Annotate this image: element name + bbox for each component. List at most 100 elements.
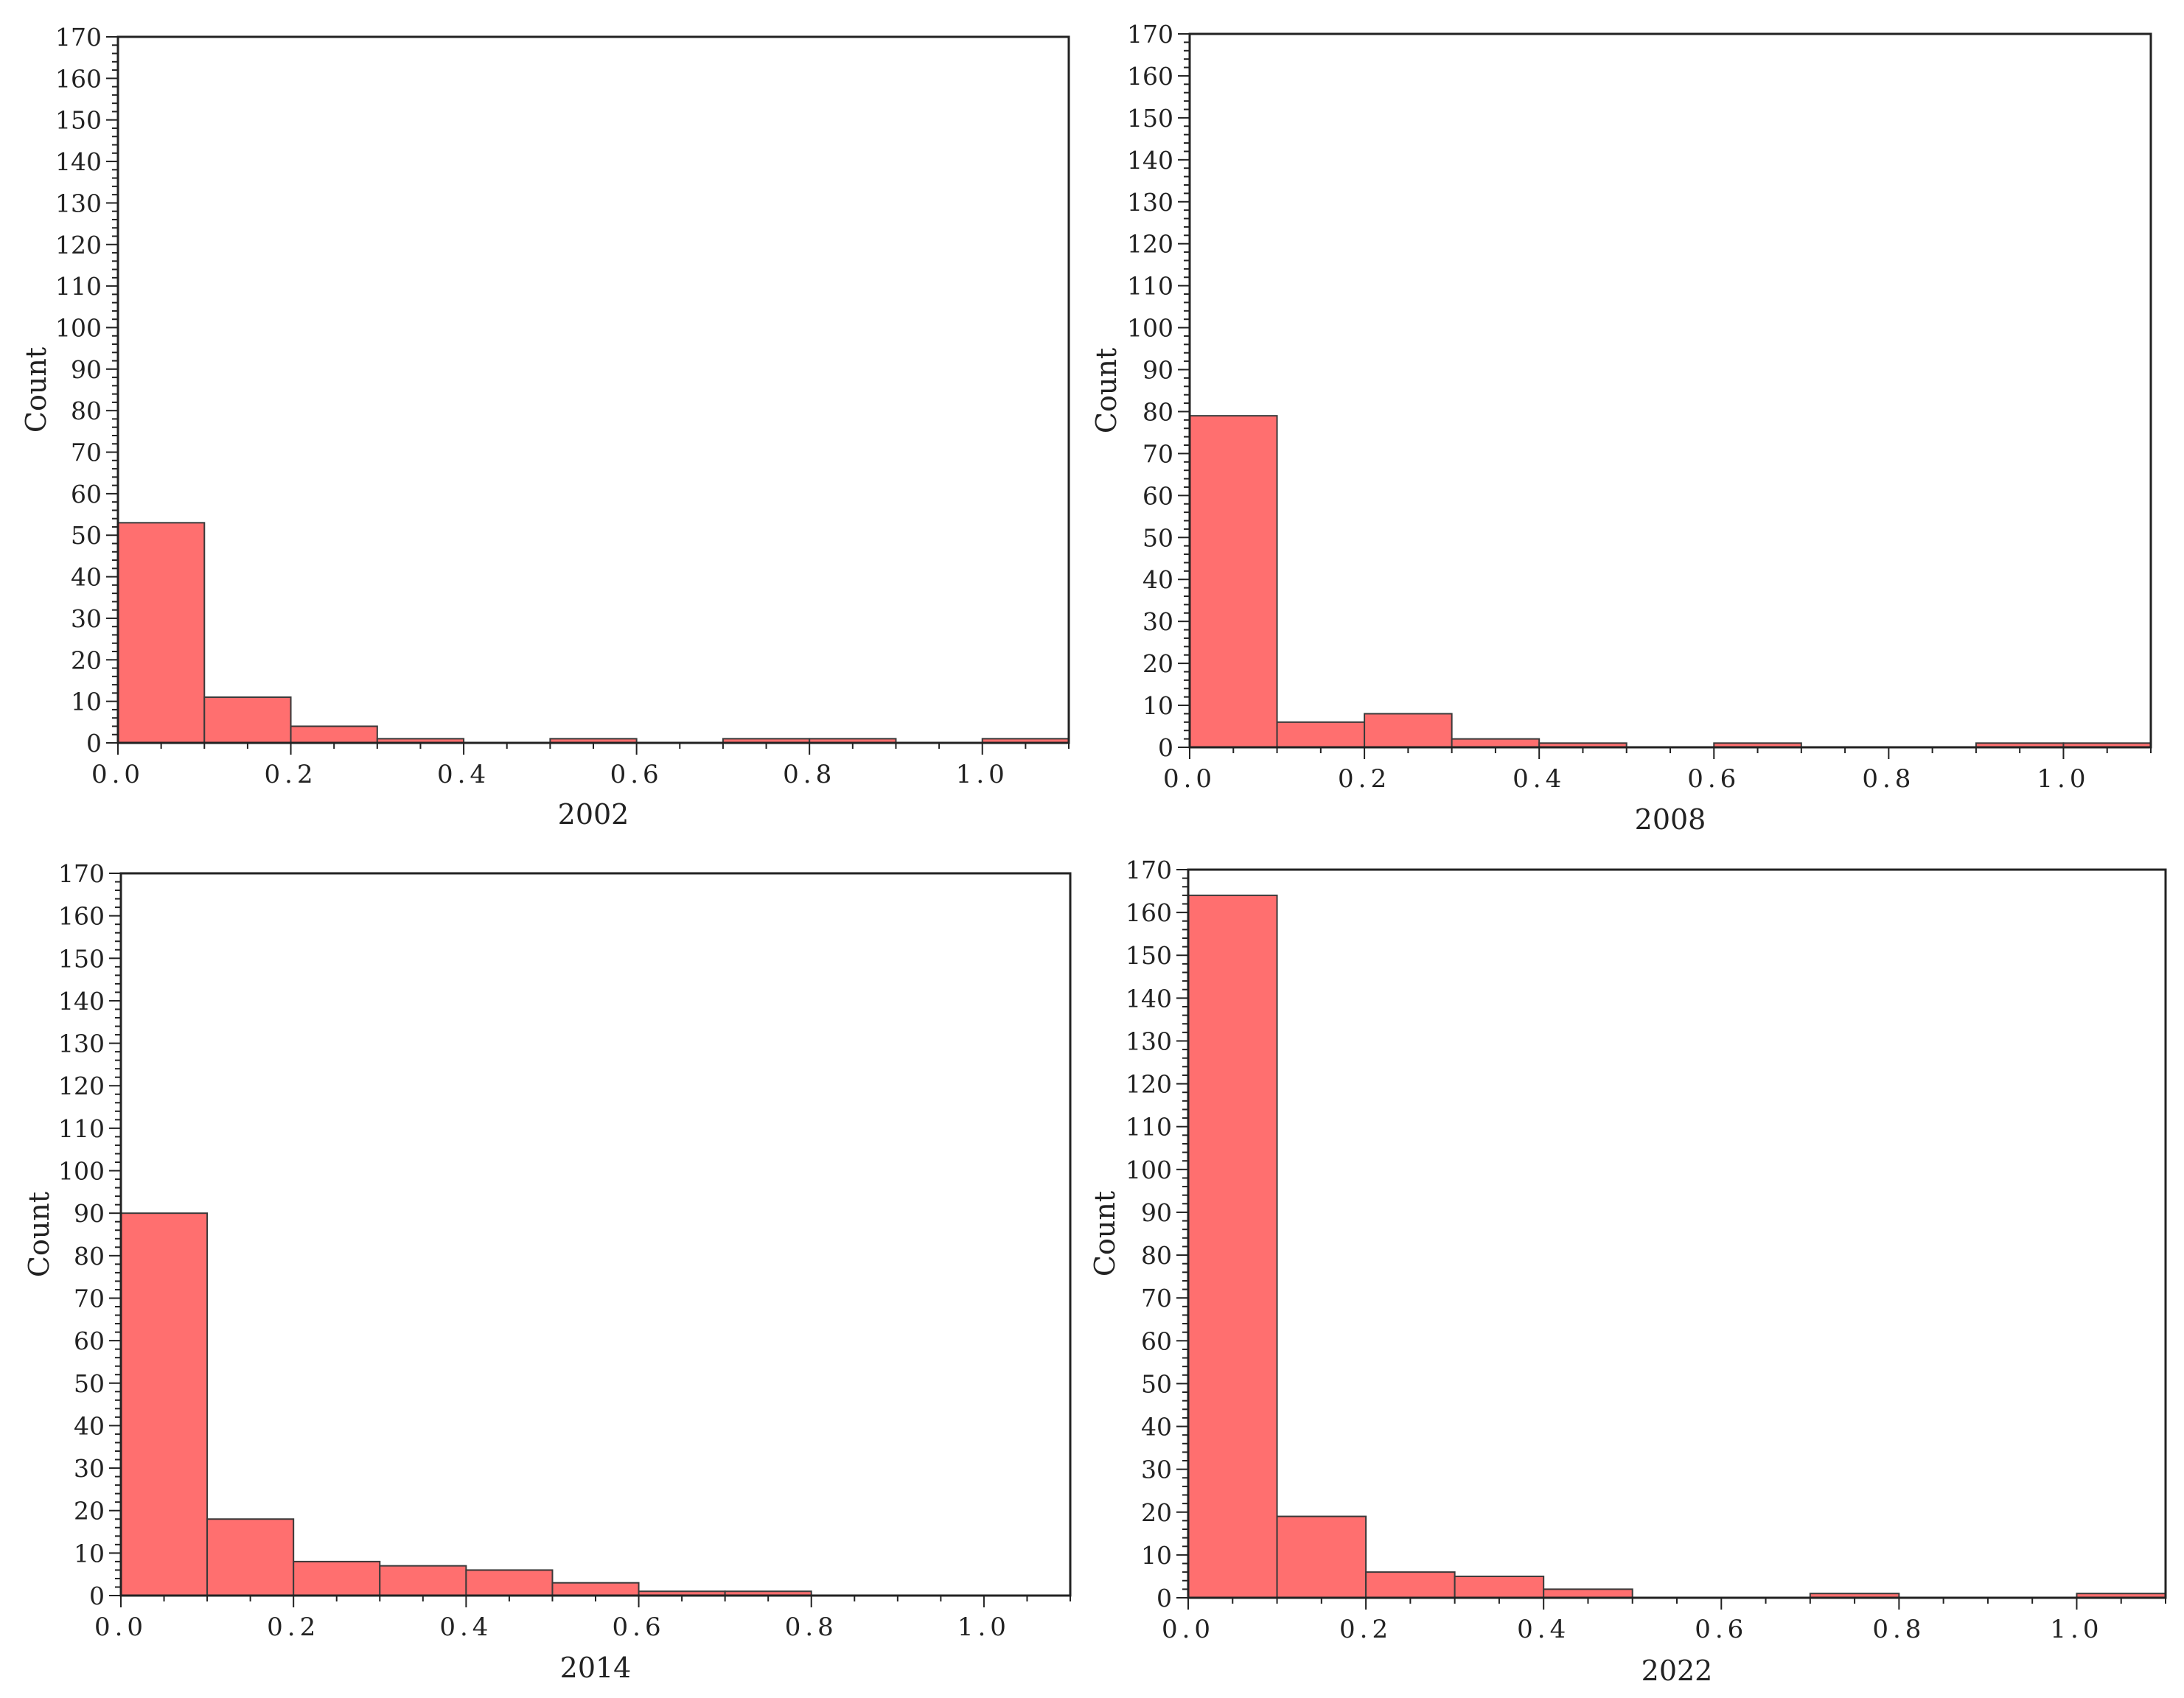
- y-tick-label: 80: [1142, 397, 1173, 426]
- histogram-bar: [379, 1565, 467, 1596]
- x-tick-label: 0.6: [610, 760, 663, 789]
- y-tick-label: 170: [1127, 20, 1173, 49]
- y-tick-label: 60: [1142, 481, 1173, 510]
- y-tick-label: 50: [71, 521, 102, 550]
- x-tick-label: 0.8: [1872, 1615, 1925, 1644]
- y-tick-label: 130: [55, 189, 102, 217]
- y-tick-label: 160: [1126, 898, 1172, 927]
- x-tick-label: 0.8: [785, 1613, 838, 1642]
- y-tick-label: 130: [58, 1030, 105, 1058]
- y-tick-label: 100: [58, 1157, 105, 1186]
- plot-frame: [1187, 868, 2167, 1599]
- y-tick-label: 170: [55, 23, 102, 52]
- histogram-bar: [117, 522, 206, 744]
- y-tick-label: 80: [74, 1242, 105, 1271]
- y-tick-label: 20: [1141, 1498, 1172, 1527]
- y-tick-label: 0: [1158, 733, 1173, 762]
- y-tick-label: 160: [55, 64, 102, 93]
- histogram-bar: [1189, 415, 1278, 749]
- y-tick-label: 120: [1127, 230, 1173, 259]
- y-tick-label: 60: [71, 480, 102, 509]
- x-tick-label: 1.0: [956, 760, 1009, 789]
- y-tick-label: 20: [71, 646, 102, 674]
- histogram-bar: [1451, 738, 1541, 748]
- y-tick-label: 120: [58, 1072, 105, 1100]
- x-tick-label: 0.2: [265, 760, 318, 789]
- x-tick-label: 0.4: [1513, 764, 1566, 794]
- y-tick-label: 140: [1127, 146, 1173, 175]
- histogram-bar: [1276, 721, 1366, 748]
- x-tick-label: 0.8: [1862, 764, 1915, 794]
- x-tick-label: 0.0: [1162, 1615, 1215, 1644]
- y-tick-label: 80: [1141, 1241, 1172, 1270]
- y-tick-label: 20: [74, 1497, 105, 1526]
- y-tick-label: 50: [1142, 523, 1173, 552]
- histogram-bar: [1543, 1588, 1633, 1599]
- x-tick-label: 0.2: [1339, 1615, 1392, 1644]
- y-tick-label: 30: [71, 604, 102, 633]
- x-axis-label: 2022: [1642, 1655, 1713, 1687]
- x-tick-label: 0.4: [439, 1613, 492, 1642]
- y-tick-label: 160: [58, 902, 105, 931]
- x-tick-label: 0.6: [1695, 1615, 1748, 1644]
- y-tick-label: 150: [1127, 104, 1173, 133]
- histogram-bar: [1364, 713, 1453, 749]
- y-tick-label: 110: [58, 1114, 105, 1143]
- y-tick-label: 110: [1126, 1113, 1172, 1142]
- y-tick-label: 30: [74, 1454, 105, 1483]
- histogram-bar: [293, 1560, 381, 1596]
- y-tick-label: 100: [1127, 314, 1173, 343]
- x-tick-label: 0.0: [1163, 764, 1216, 794]
- y-axis-label: Count: [20, 347, 52, 433]
- y-tick-label: 80: [71, 396, 102, 425]
- plot-frame: [116, 35, 1070, 744]
- x-tick-label: 0.0: [94, 1613, 147, 1642]
- histogram-bar: [1454, 1575, 1545, 1599]
- y-tick-label: 20: [1142, 649, 1173, 678]
- y-tick-label: 50: [74, 1369, 105, 1398]
- y-tick-label: 50: [1141, 1369, 1172, 1398]
- y-tick-label: 40: [74, 1411, 105, 1440]
- y-tick-label: 90: [71, 355, 102, 384]
- y-tick-label: 130: [1126, 1027, 1172, 1055]
- x-tick-label: 0.6: [613, 1613, 666, 1642]
- y-tick-label: 170: [1126, 856, 1172, 884]
- histogram-bar: [203, 696, 292, 744]
- x-axis-label: 2014: [560, 1652, 632, 1684]
- y-tick-label: 30: [1141, 1456, 1172, 1484]
- y-tick-label: 10: [71, 688, 102, 716]
- histogram-bar: [1365, 1571, 1456, 1599]
- y-tick-label: 150: [55, 106, 102, 135]
- x-tick-label: 0.8: [783, 760, 836, 789]
- histogram-bar: [551, 1582, 640, 1596]
- y-tick-label: 60: [1141, 1327, 1172, 1355]
- y-tick-label: 90: [1141, 1198, 1172, 1227]
- y-tick-label: 30: [1142, 607, 1173, 636]
- x-axis-label: 2002: [558, 798, 629, 831]
- x-tick-label: 1.0: [2037, 764, 2090, 794]
- y-tick-label: 160: [1127, 62, 1173, 91]
- y-tick-label: 100: [1126, 1156, 1172, 1184]
- x-tick-label: 0.0: [91, 760, 144, 789]
- histogram-bar: [120, 1212, 209, 1597]
- x-tick-label: 0.6: [1687, 764, 1740, 794]
- y-tick-label: 100: [55, 313, 102, 342]
- y-tick-label: 120: [55, 231, 102, 259]
- histogram-bar: [1187, 894, 1278, 1599]
- y-tick-label: 10: [1142, 691, 1173, 720]
- x-tick-label: 0.2: [267, 1613, 320, 1642]
- x-tick-label: 0.4: [1517, 1615, 1570, 1644]
- y-tick-label: 90: [1142, 356, 1173, 385]
- y-tick-label: 140: [1126, 984, 1172, 1013]
- y-tick-label: 10: [74, 1539, 105, 1568]
- histogram-panel-2008: 0 10 20 30 40 50 60 70 80 90 100 110 120 130 140 150 160…: [1090, 20, 2152, 836]
- y-tick-label: 170: [58, 859, 105, 888]
- x-axis-label: 2008: [1635, 803, 1706, 836]
- y-tick-label: 0: [89, 1582, 105, 1610]
- histogram-panel-2014: 0 10 20 30 40 50 60 70 80 90 100 110 120 130 140 150 160…: [23, 859, 1072, 1684]
- y-axis-label: Count: [1090, 348, 1123, 433]
- histogram-bar: [206, 1518, 295, 1597]
- y-tick-label: 40: [71, 563, 102, 592]
- histogram-panel-2002: 0 10 20 30 40 50 60 70 80 90 100 110 120 130 140 150 160…: [20, 23, 1070, 831]
